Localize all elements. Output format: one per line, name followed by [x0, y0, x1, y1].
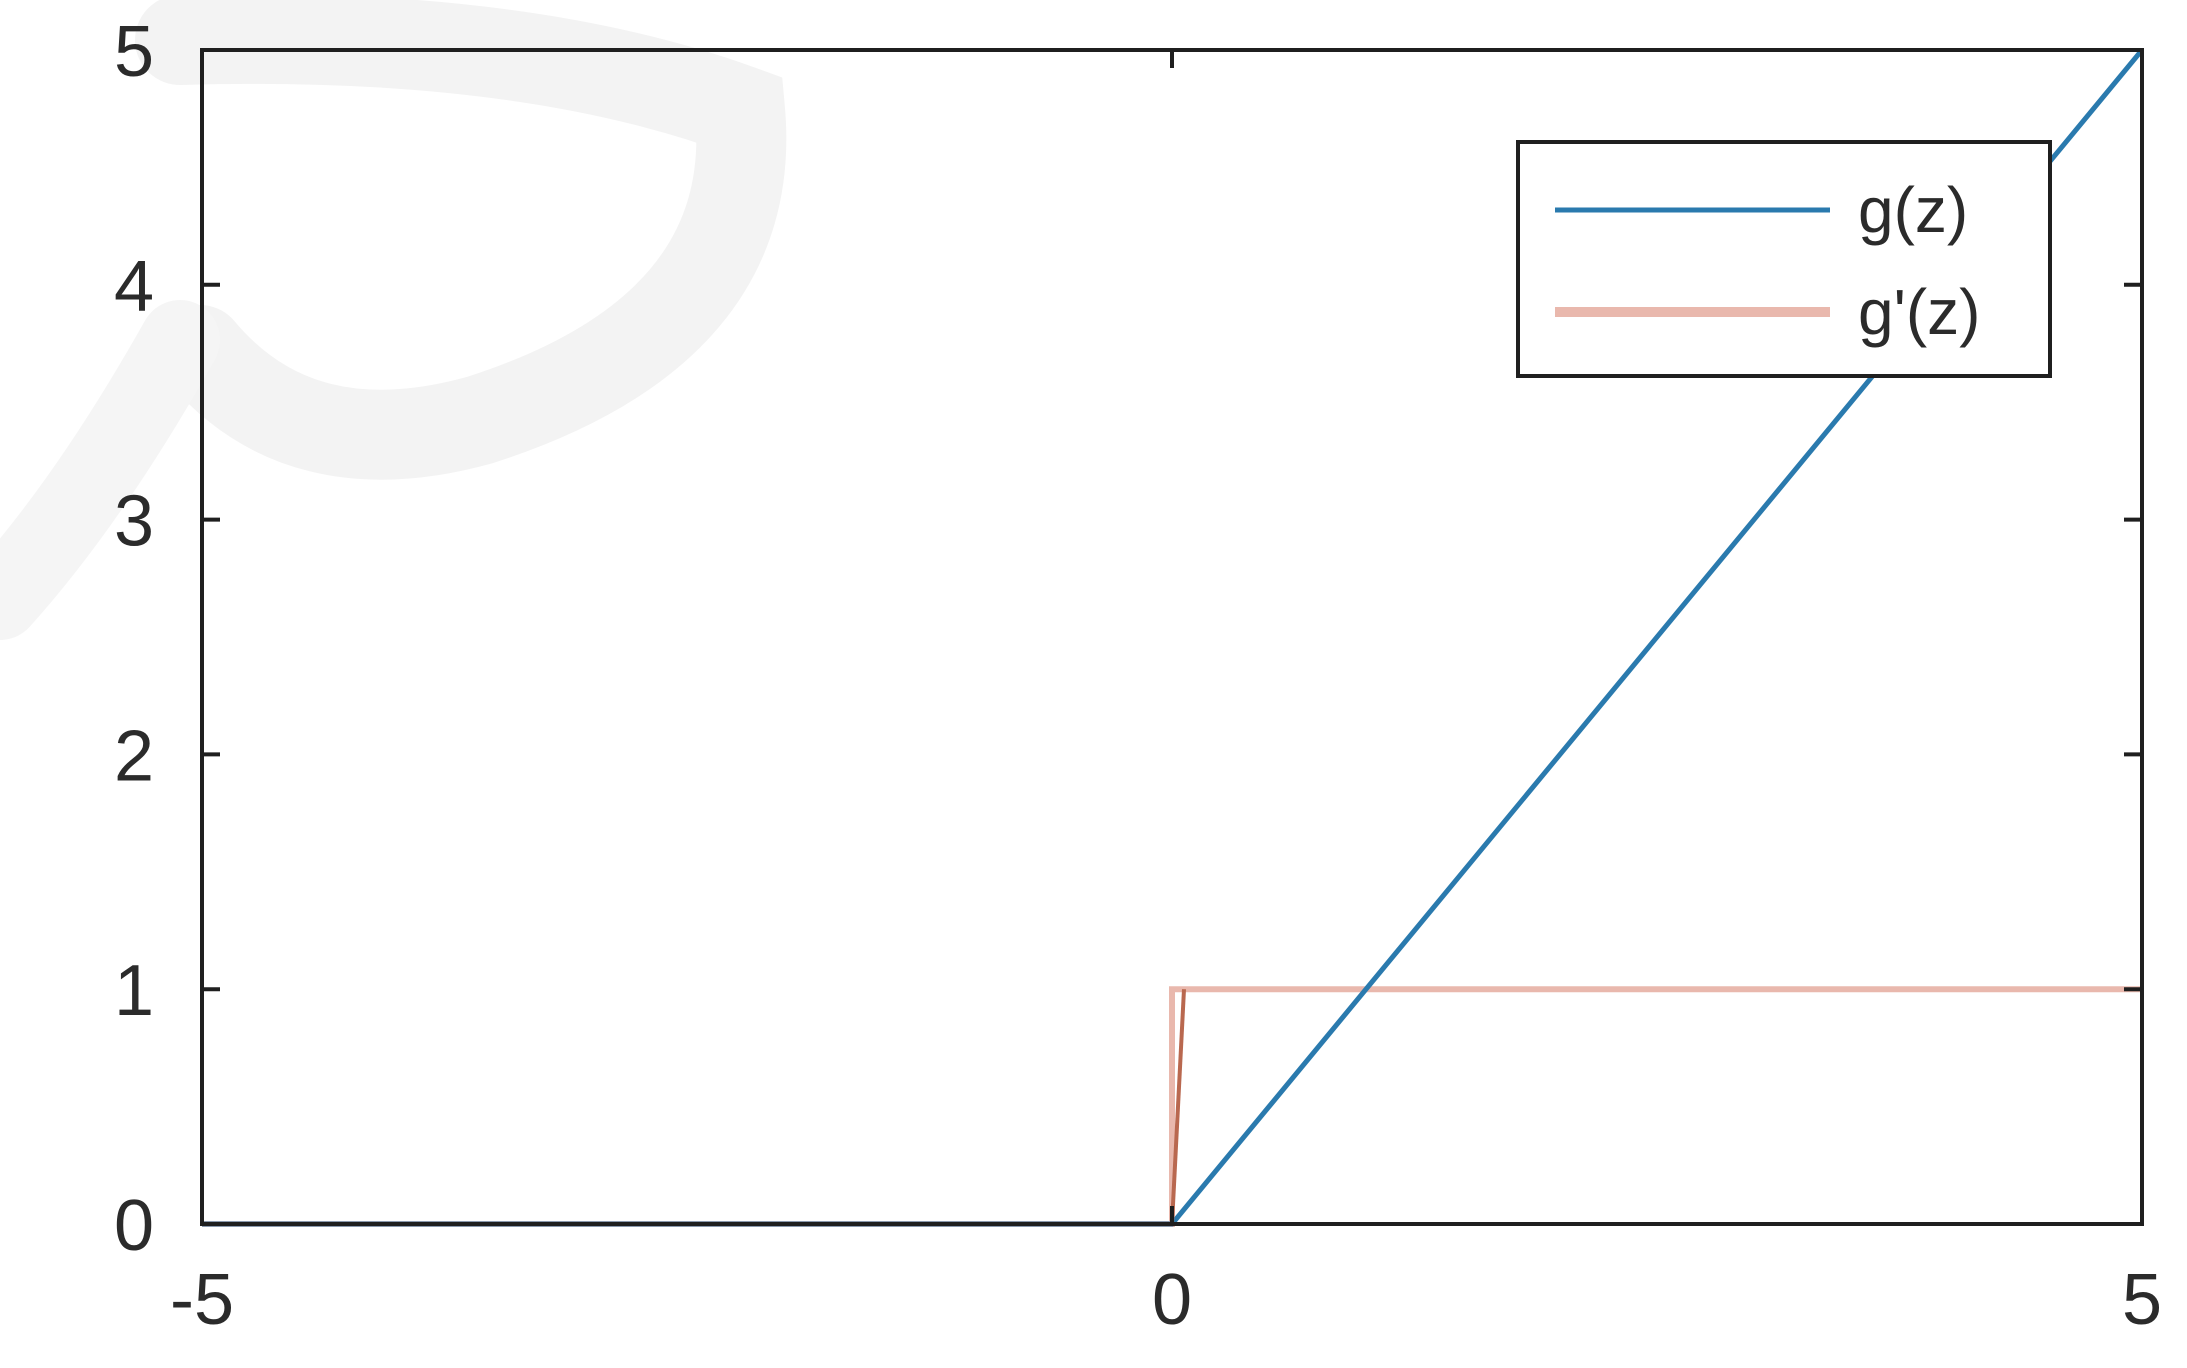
y-tick-label: 5 — [114, 12, 154, 92]
y-tick-label: 1 — [114, 951, 154, 1031]
legend-label-g: g(z) — [1858, 174, 1968, 246]
x-tick-label: -5 — [170, 1260, 234, 1340]
watermark — [0, 0, 787, 640]
x-tick-label: 5 — [2122, 1260, 2162, 1340]
legend: g(z) g'(z) — [1516, 140, 2052, 378]
series-step-g-prime — [1170, 989, 1186, 1225]
x-axis-ticks: -5 0 5 — [170, 50, 2162, 1340]
y-tick-label: 4 — [114, 247, 154, 327]
y-tick-label: 0 — [114, 1186, 154, 1266]
legend-label-g-prime: g'(z) — [1858, 276, 1980, 348]
legend-box — [1516, 140, 2052, 378]
y-axis-ticks: 0 1 2 3 4 5 — [114, 12, 2142, 1266]
x-tick-label: 0 — [1152, 1260, 1192, 1340]
y-tick-label: 3 — [114, 482, 154, 562]
y-tick-label: 2 — [114, 716, 154, 796]
